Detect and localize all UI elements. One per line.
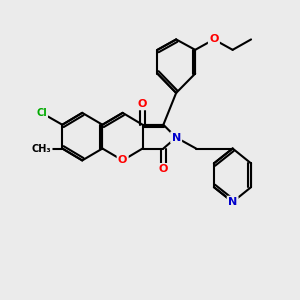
Text: N: N: [228, 197, 237, 207]
Text: CH₃: CH₃: [32, 143, 51, 154]
Text: O: O: [138, 99, 147, 109]
Text: O: O: [159, 164, 168, 174]
Text: Cl: Cl: [36, 108, 47, 118]
Text: O: O: [118, 155, 127, 165]
Text: N: N: [172, 133, 181, 142]
Text: O: O: [209, 34, 219, 44]
